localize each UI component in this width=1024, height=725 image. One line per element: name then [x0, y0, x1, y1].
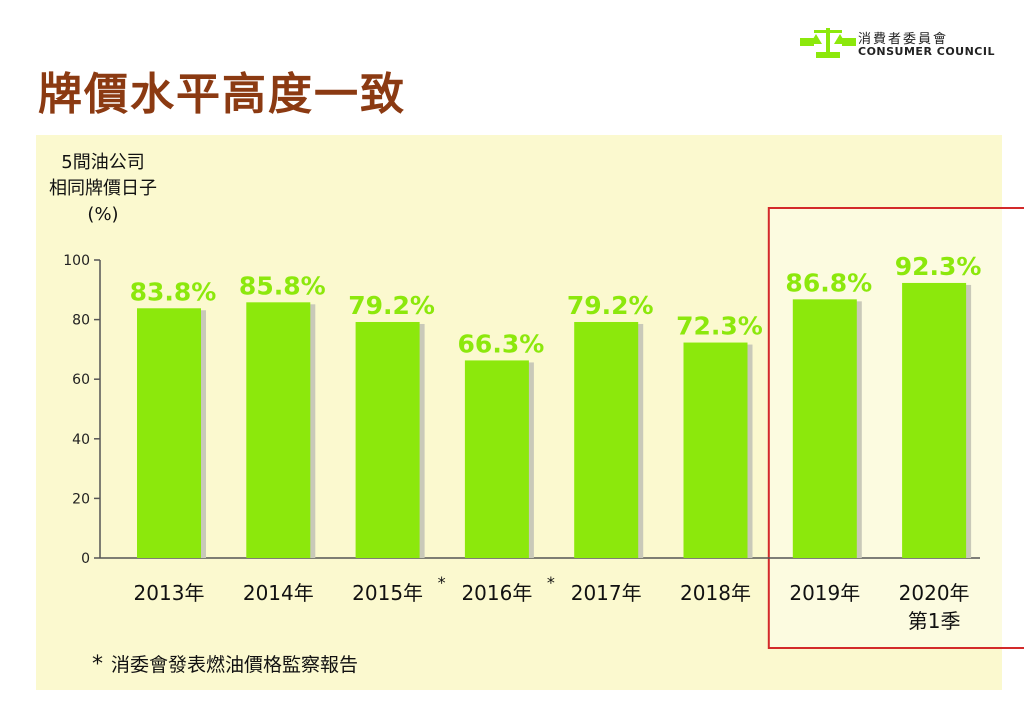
scales-logo-icon: [800, 28, 856, 58]
page-title: 牌價水平高度一致: [38, 69, 406, 120]
y-tick-label: 60: [72, 372, 90, 388]
x-tick-label: 2016年: [461, 581, 532, 605]
bar: [246, 302, 311, 558]
bar-data-label: 79.2%: [567, 291, 654, 320]
x-tick-label: 2019年: [789, 581, 860, 605]
bar-data-label: 85.8%: [239, 271, 326, 300]
bar: [902, 282, 967, 558]
bar: [792, 299, 857, 558]
bar-data-label: 72.3%: [676, 312, 763, 341]
y-tick-label: 20: [72, 491, 90, 507]
y-tick-label: 40: [72, 432, 90, 448]
bar: [683, 342, 748, 558]
footnote-marker: *: [92, 652, 103, 677]
bar-data-label: 86.8%: [785, 268, 872, 297]
bar: [137, 308, 201, 558]
highlight-box: [767, 207, 1024, 649]
y-tick-label: 80: [72, 313, 90, 329]
bar-data-label: 66.3%: [458, 329, 545, 358]
x-tick-label: 2018年: [680, 581, 751, 605]
x-tick-label-asterisk: *: [438, 573, 446, 592]
bar: [574, 321, 639, 558]
logo-name-cn: 消費者委員會: [858, 32, 949, 47]
x-tick-label: 2013年: [134, 581, 205, 605]
x-tick-label: 2017年: [571, 581, 642, 605]
consumer-council-logo: 消費者委員會 CONSUMER COUNCIL: [800, 24, 1000, 64]
x-tick-label-subline: 第1季: [908, 609, 961, 633]
y-axis-label-line-1: 5間油公司: [61, 152, 145, 173]
footnote-text: 消委會發表燃油價格監察報告: [111, 654, 359, 676]
x-tick-label: 2014年: [243, 581, 314, 605]
bar-data-label: 83.8%: [130, 277, 217, 306]
y-axis-label-line-2: 相同牌價日子: [49, 178, 157, 199]
x-tick-label: 2020年: [899, 581, 970, 605]
x-tick-label: 2015年: [352, 581, 423, 605]
y-tick-label: 100: [63, 253, 90, 269]
y-axis-label: 5間油公司 相同牌價日子 (%): [38, 150, 168, 228]
logo-name-en: CONSUMER COUNCIL: [858, 45, 995, 58]
x-tick-label-asterisk: *: [547, 573, 555, 592]
bar: [464, 360, 529, 558]
bar: [355, 321, 420, 558]
footnote: * 消委會發表燃油價格監察報告: [92, 650, 358, 677]
bar-data-label: 79.2%: [348, 291, 435, 320]
y-tick-label: 0: [81, 551, 90, 567]
bar-data-label: 92.3%: [895, 252, 982, 281]
y-axis-label-line-3: (%): [87, 204, 119, 225]
